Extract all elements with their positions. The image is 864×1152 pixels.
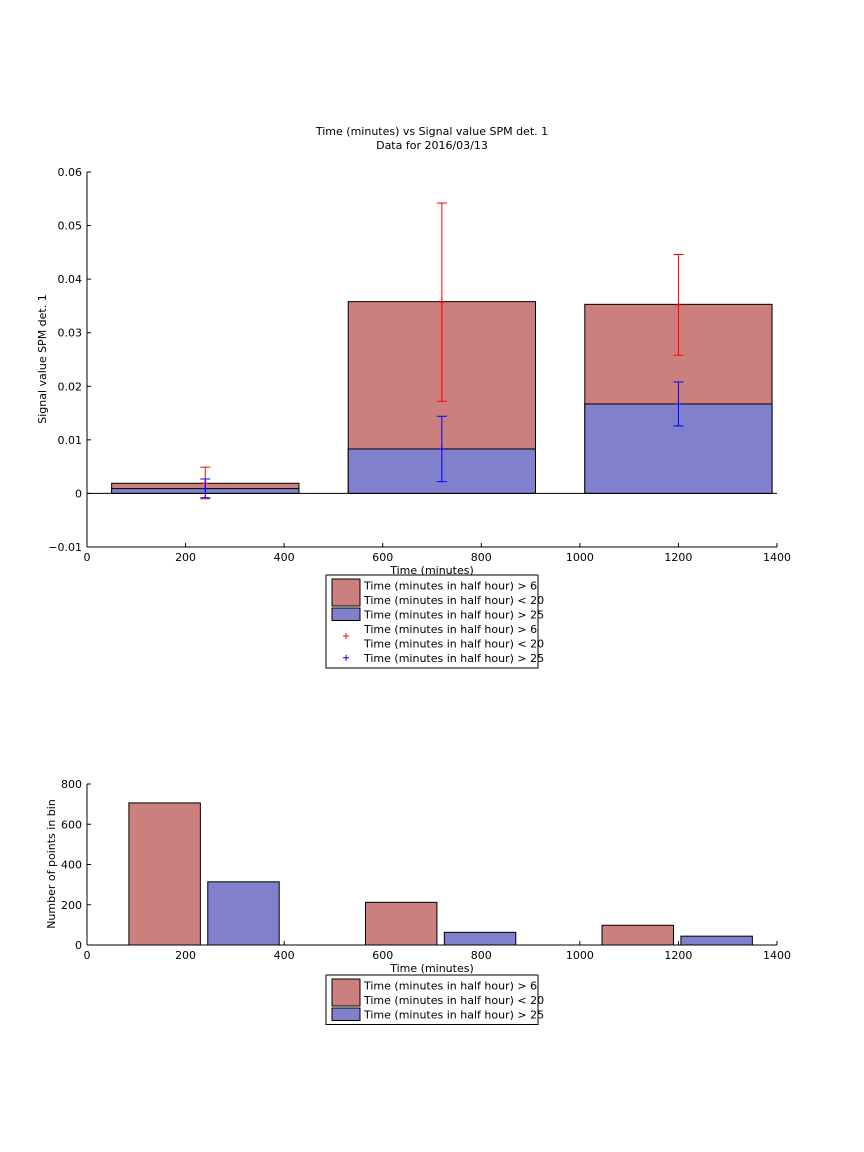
bottom-legend-label: Time (minutes in half hour) > 25 bbox=[363, 1009, 544, 1022]
top-legend-label: Time (minutes in half hour) > 25 bbox=[363, 609, 544, 622]
top-x-tick-label: 600 bbox=[372, 551, 393, 564]
bottom-y-tick-label: 0 bbox=[75, 939, 82, 952]
bottom-bar bbox=[207, 881, 280, 946]
top-y-tick-label: 0.03 bbox=[58, 327, 83, 340]
top-legend-box bbox=[325, 574, 539, 669]
bottom-legend-swatch bbox=[331, 1007, 361, 1021]
top-legend-swatch bbox=[331, 607, 361, 621]
top-legend-swatch bbox=[331, 578, 361, 607]
bottom-bar bbox=[364, 901, 438, 946]
top-y-axis-label: Signal value SPM det. 1 bbox=[36, 294, 49, 424]
top-y-tick-label: 0.02 bbox=[58, 380, 83, 393]
top-x-tick-label: 200 bbox=[175, 551, 196, 564]
top-x-tick-label: 0 bbox=[84, 551, 91, 564]
top-legend-label: Time (minutes in half hour) > 6 bbox=[363, 580, 537, 593]
bottom-x-tick-label: 1000 bbox=[566, 949, 594, 962]
bottom-x-tick-label: 1400 bbox=[763, 949, 791, 962]
top-legend-label: Time (minutes in half hour) > 25 bbox=[363, 652, 544, 665]
top-y-tick-label: 0.06 bbox=[58, 166, 83, 179]
bottom-y-tick-label: 600 bbox=[61, 818, 82, 831]
top-x-tick-label: 1000 bbox=[566, 551, 594, 564]
bottom-x-tick-label: 1200 bbox=[664, 949, 692, 962]
bottom-legend-swatch bbox=[331, 978, 361, 1007]
bottom-y-tick-label: 400 bbox=[61, 859, 82, 872]
top-y-tick-label: 0 bbox=[75, 487, 82, 500]
top-x-tick-label: 1200 bbox=[664, 551, 692, 564]
top-plot-area: 0 200 400 600 800 1000 1200 1400−0.0100.010.020… bbox=[48, 166, 791, 564]
top-y-tick-label: 0.01 bbox=[58, 434, 83, 447]
bottom-x-tick-label: 800 bbox=[471, 949, 492, 962]
top-legend-label: Time (minutes in half hour) < 20 bbox=[363, 594, 544, 607]
top-x-tick-label: 1400 bbox=[763, 551, 791, 564]
bottom-bar bbox=[128, 802, 201, 946]
bottom-legend-label: Time (minutes in half hour) < 20 bbox=[363, 994, 544, 1007]
bottom-x-tick-label: 600 bbox=[372, 949, 393, 962]
bottom-y-tick-label: 800 bbox=[61, 778, 82, 791]
bottom-x-tick-label: 400 bbox=[274, 949, 295, 962]
top-y-tick-label: 0.05 bbox=[58, 220, 83, 233]
bottom-x-axis-label: Time (minutes) bbox=[389, 962, 474, 975]
bottom-y-axis-label: Number of points in bin bbox=[45, 799, 58, 929]
bottom-bar bbox=[443, 931, 517, 946]
top-x-tick-label: 800 bbox=[471, 551, 492, 564]
top-x-axis-label: Time (minutes) bbox=[389, 564, 474, 577]
bottom-x-tick-label: 0 bbox=[84, 949, 91, 962]
top-x-tick-label: 400 bbox=[274, 551, 295, 564]
chart-subtitle: Data for 2016/03/13 bbox=[376, 139, 488, 152]
bottom-plot-area: 0 200 400 600 800 1000 1200 1400 0 200 400 600 800 bbox=[61, 778, 791, 962]
top-legend-label: Time (minutes in half hour) > 6 bbox=[363, 623, 537, 636]
top-legend-label: Time (minutes in half hour) < 20 bbox=[363, 638, 544, 651]
top-y-tick-label: 0.04 bbox=[58, 273, 83, 286]
bottom-bar bbox=[680, 935, 753, 946]
top-y-tick-label: −0.01 bbox=[48, 541, 82, 554]
bottom-legend-box bbox=[325, 974, 539, 1025]
bottom-bar bbox=[601, 924, 674, 946]
chart-title: Time (minutes) vs Signal value SPM det. … bbox=[315, 125, 548, 138]
bottom-x-tick-label: 200 bbox=[175, 949, 196, 962]
bottom-legend-label: Time (minutes in half hour) > 6 bbox=[363, 980, 537, 993]
bottom-y-tick-label: 200 bbox=[61, 899, 82, 912]
